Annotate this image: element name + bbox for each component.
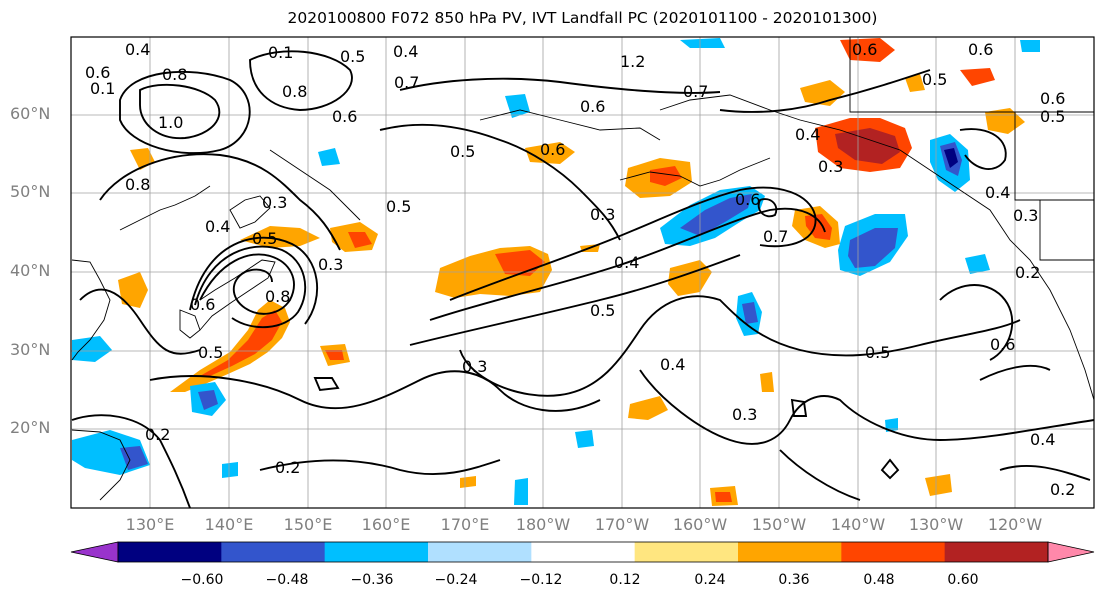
contour-label: 0.6 — [85, 63, 110, 82]
contour-label: 0.2 — [1050, 480, 1075, 499]
colorbar-segment — [634, 542, 739, 562]
contour-label: 0.3 — [590, 205, 615, 224]
contour-label: 0.4 — [205, 217, 230, 236]
contour-labels: 0.4 0.5 0.4 1.2 0.7 0.6 0.6 0.8 0.1 1.0 … — [85, 40, 1075, 499]
contour-label: 0.4 — [985, 183, 1010, 202]
lon-label: 150°W — [751, 515, 807, 534]
contour-label: 0.4 — [393, 42, 418, 61]
contour-label: 0.6 — [190, 295, 215, 314]
contour-label: 0.6 — [990, 335, 1015, 354]
contour-label: 0.3 — [818, 157, 843, 176]
contour-label: 0.5 — [252, 229, 277, 248]
contour-label: 0.6 — [852, 40, 877, 59]
lat-label: 60°N — [10, 104, 51, 123]
lon-label: 160°W — [672, 515, 728, 534]
colorbar-tick: −0.60 — [180, 572, 224, 588]
contour-label: 0.4 — [795, 125, 820, 144]
contour-label: 0.6 — [580, 97, 605, 116]
colorbar-segment — [221, 542, 326, 562]
contour-label: 0.3 — [462, 357, 487, 376]
colorbar-tick: 0.48 — [863, 572, 895, 588]
contour-label: 0.8 — [265, 287, 290, 306]
contour-label: 0.6 — [968, 40, 993, 59]
contour-label: 0.4 — [1030, 430, 1055, 449]
colorbar-segment — [428, 542, 532, 562]
contour-label: 0.3 — [262, 193, 287, 212]
colorbar-tick: −0.12 — [519, 572, 563, 588]
colorbar-extend-high — [1047, 541, 1095, 563]
lon-label: 140°E — [204, 515, 254, 534]
contour-label: 0.2 — [145, 425, 170, 444]
contour-label: 0.3 — [732, 405, 757, 424]
colorbar-outline — [117, 541, 1049, 563]
contour-label: 0.5 — [865, 343, 890, 362]
lat-label: 40°N — [10, 261, 51, 280]
contour-label: 0.6 — [540, 140, 565, 159]
contour-label: 0.5 — [198, 343, 223, 362]
contour-label: 0.4 — [614, 253, 639, 272]
lat-label: 30°N — [10, 340, 51, 359]
map-gridlines — [71, 37, 1094, 508]
lat-label: 50°N — [10, 182, 51, 201]
contour-label: 0.5 — [590, 301, 615, 320]
contour-label: 1.2 — [620, 52, 645, 71]
contour-label: 0.4 — [125, 40, 150, 59]
contour-label: 0.6 — [735, 190, 760, 209]
map-background — [71, 37, 1094, 508]
contour-label: 0.7 — [683, 82, 708, 101]
colorbar-extend-low — [70, 541, 119, 563]
colorbar-tick: 0.24 — [694, 572, 726, 588]
contour-label: 0.6 — [332, 107, 357, 126]
contour-label: 0.5 — [450, 142, 475, 161]
contour-label: 0.8 — [125, 175, 150, 194]
colorbar-segment — [118, 542, 222, 562]
colorbar-segment — [944, 542, 1049, 562]
contour-label: 0.1 — [90, 79, 115, 98]
colorbar-segment — [531, 542, 636, 562]
contour-label: 0.5 — [340, 47, 365, 66]
contour-label: 0.5 — [386, 197, 411, 216]
contour-label: 0.5 — [1040, 107, 1065, 126]
colorbar — [70, 541, 1095, 563]
colorbar-tick: −0.24 — [434, 572, 478, 588]
contour-label: 0.5 — [922, 70, 947, 89]
pv-contours — [71, 50, 1094, 508]
colorbar-tick: 0.60 — [947, 572, 979, 588]
lon-label: 170°W — [594, 515, 650, 534]
colorbar-tick: −0.48 — [265, 572, 309, 588]
lon-label: 170°E — [440, 515, 490, 534]
map-frame — [70, 36, 1095, 509]
contour-label: 1.0 — [158, 113, 183, 132]
lon-label: 120°W — [987, 515, 1043, 534]
lon-label: 130°E — [125, 515, 175, 534]
contour-label: 0.3 — [1013, 206, 1038, 225]
colorbar-segment — [738, 542, 842, 562]
contour-label: 0.8 — [282, 82, 307, 101]
contour-label: 0.6 — [1040, 89, 1065, 108]
page-title: 2020100800 F072 850 hPa PV, IVT Landfall… — [287, 9, 878, 27]
lon-label: 160°E — [361, 515, 411, 534]
contour-label: 0.1 — [268, 43, 293, 62]
colorbar-tick: 0.36 — [778, 572, 810, 588]
lon-label: 130°W — [908, 515, 964, 534]
contour-label: 0.4 — [660, 355, 685, 374]
contour-label: 0.7 — [394, 73, 419, 92]
contour-label: 0.8 — [162, 65, 187, 84]
lon-label: 180°W — [515, 515, 571, 534]
colorbar-tick: 0.12 — [609, 572, 641, 588]
colorbar-tick: −0.36 — [350, 572, 394, 588]
colorbar-segment — [841, 542, 946, 562]
colorbar-segment — [324, 542, 429, 562]
contour-label: 0.3 — [318, 255, 343, 274]
contour-label: 0.2 — [1015, 263, 1040, 282]
lon-label: 140°W — [830, 515, 886, 534]
coastlines — [71, 37, 1094, 501]
contour-label: 0.7 — [763, 227, 788, 246]
contour-label: 0.2 — [275, 458, 300, 477]
lon-label: 150°E — [283, 515, 333, 534]
lat-label: 20°N — [10, 418, 51, 437]
